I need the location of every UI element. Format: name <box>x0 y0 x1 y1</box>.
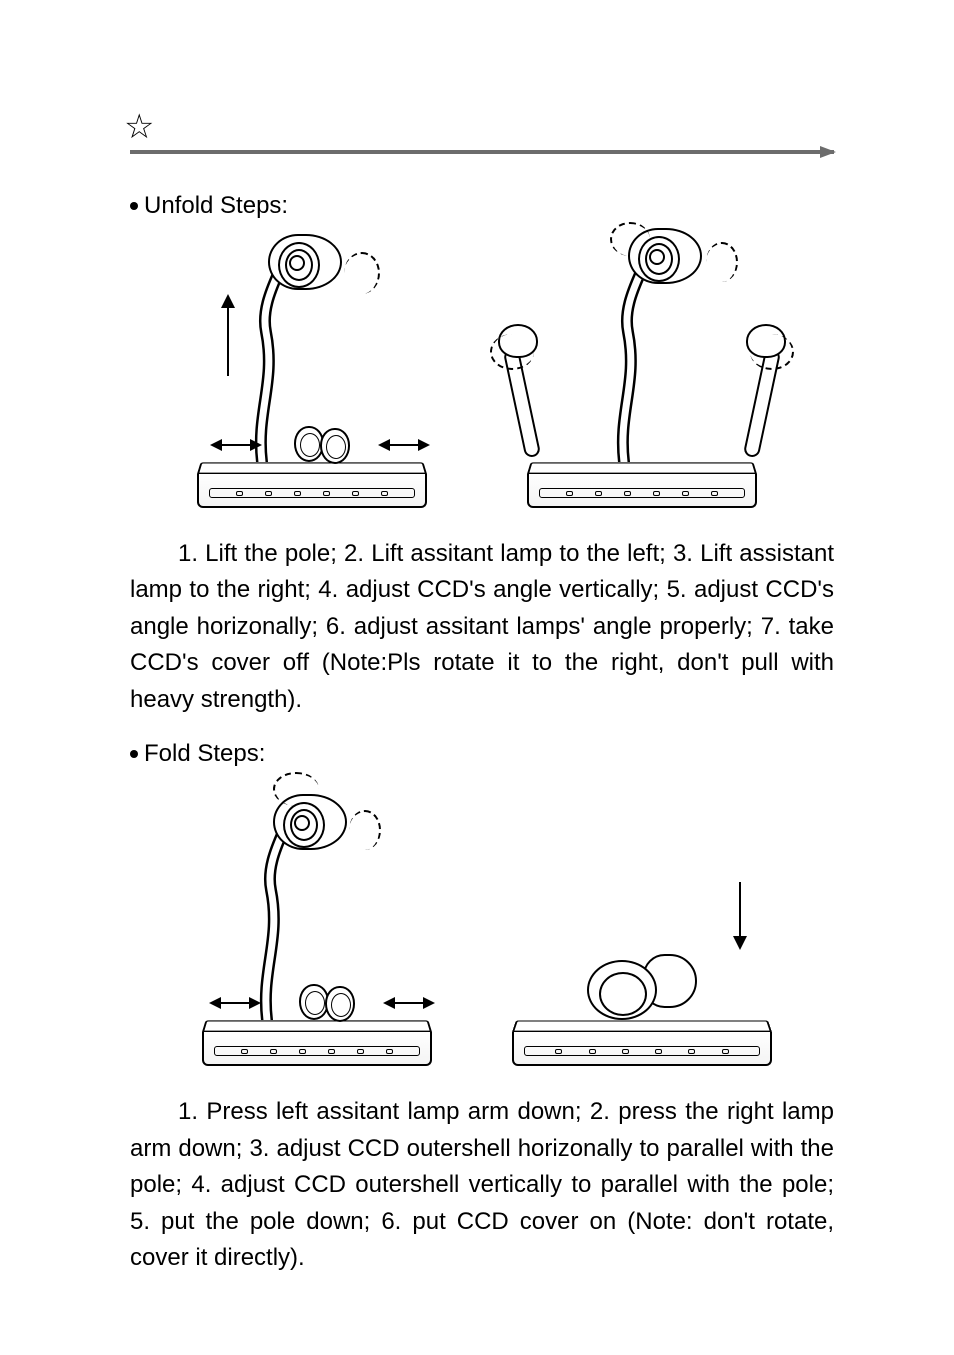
rotate-arc-head-icon <box>610 222 650 256</box>
arrow-down-icon <box>733 936 747 950</box>
fold-panel-1 <box>177 776 457 1066</box>
device-pole <box>612 272 634 462</box>
fold-panel-2 <box>497 846 787 1066</box>
page-header: ☆ <box>130 110 834 144</box>
unfold-panel-1 <box>172 228 452 508</box>
arrow-right-base-icon <box>380 444 428 446</box>
rotate-arc-icon <box>344 252 380 294</box>
device-base <box>202 1014 432 1066</box>
rotate-arc2-icon <box>349 810 381 850</box>
unfold-panel-2 <box>492 228 792 508</box>
rotate-arc-head2-icon <box>706 242 738 282</box>
unfold-label: Unfold Steps: <box>130 192 834 220</box>
device-pole <box>255 830 277 1020</box>
camera-head <box>268 234 342 290</box>
arrow-up-line <box>227 306 229 376</box>
bullet-icon <box>130 750 138 758</box>
device-base <box>197 456 427 508</box>
rotate-arc-lamp-r-icon <box>750 334 794 370</box>
star-icon: ☆ <box>124 110 154 144</box>
fold-figure <box>130 776 834 1066</box>
arrow-right-icon <box>820 146 836 158</box>
device-base <box>527 456 757 508</box>
rotate-arc-lamp-l-icon <box>490 334 534 370</box>
fold-label: Fold Steps: <box>130 740 834 768</box>
fold-paragraph: 1. Press left assitant lamp arm down; 2.… <box>130 1094 834 1276</box>
unfold-figure <box>130 228 834 508</box>
device-pole <box>250 272 272 462</box>
arrow-down-line <box>739 882 741 938</box>
arrow-right-base-icon <box>385 1002 433 1004</box>
header-rule <box>130 148 834 156</box>
camera-head-folded <box>587 954 697 1026</box>
arrow-left-icon <box>212 444 260 446</box>
unfold-paragraph: 1. Lift the pole; 2. Lift assitant lamp … <box>130 536 834 718</box>
fold-label-text: Fold Steps: <box>144 740 265 768</box>
unfold-label-text: Unfold Steps: <box>144 192 288 220</box>
arrow-left-icon <box>211 1002 259 1004</box>
lamp-folded-right <box>320 428 350 464</box>
bullet-icon <box>130 202 138 210</box>
